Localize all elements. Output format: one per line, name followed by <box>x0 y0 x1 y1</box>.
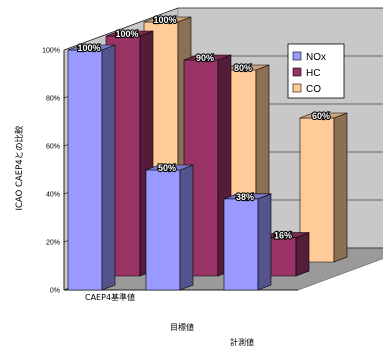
y-tick-label: 80% <box>46 96 60 103</box>
bar-side <box>333 112 348 263</box>
data-label: 38% <box>236 192 254 202</box>
bar-co-2 <box>299 112 348 263</box>
bar-top <box>145 164 194 171</box>
bar-nox-2 <box>223 193 272 291</box>
bar-top <box>143 16 192 23</box>
data-label: 100% <box>153 15 176 25</box>
bar-front <box>145 169 181 291</box>
category-label: CAEP4基準値 <box>85 292 135 302</box>
legend-label: HC <box>306 68 320 79</box>
y-tick-label: 20% <box>46 240 60 247</box>
category-label: 計測値 <box>230 337 254 346</box>
legend: NOx HC CO <box>287 43 345 99</box>
bar-nox-0 <box>67 44 116 291</box>
bar-top <box>183 54 232 61</box>
bar-side <box>295 232 310 277</box>
data-label: 80% <box>234 63 252 73</box>
y-axis-label: ICAO CAEP4との比較 <box>14 125 25 211</box>
bar-side <box>101 44 116 291</box>
bars <box>67 16 348 291</box>
y-tick-label: 60% <box>46 144 60 151</box>
legend-swatch <box>292 83 302 93</box>
legend-swatch <box>292 51 302 61</box>
bar-top <box>299 112 348 119</box>
bar-top <box>105 30 154 37</box>
y-axis: 0% 20% 40% 60% 80% 100% <box>42 48 298 295</box>
y-tick-label: 40% <box>46 192 60 199</box>
legend-swatch <box>292 67 302 77</box>
data-label: 90% <box>196 53 214 63</box>
bar-front <box>223 198 259 291</box>
bar-top <box>67 44 116 51</box>
data-label: 16% <box>274 231 292 241</box>
bar-nox-1 <box>145 164 194 291</box>
category-label: 目標値 <box>170 322 194 332</box>
bar-side <box>179 164 194 291</box>
data-label: 100% <box>115 29 138 39</box>
legend-label: CO <box>306 84 321 95</box>
y-tick-label: 0% <box>50 288 60 295</box>
bar-front <box>67 49 103 291</box>
legend-label: NOx <box>306 52 326 63</box>
gridline <box>63 7 383 51</box>
data-label: 100% <box>77 43 100 53</box>
bar-top <box>223 193 272 200</box>
data-labels: 60% 80% 100% 16% 90% 100% 38% 50% 100% <box>76 14 331 242</box>
data-label: 60% <box>312 111 330 121</box>
data-label: 50% <box>158 163 176 173</box>
y-tick-label: 100% <box>42 48 60 55</box>
bar-side <box>257 193 272 291</box>
